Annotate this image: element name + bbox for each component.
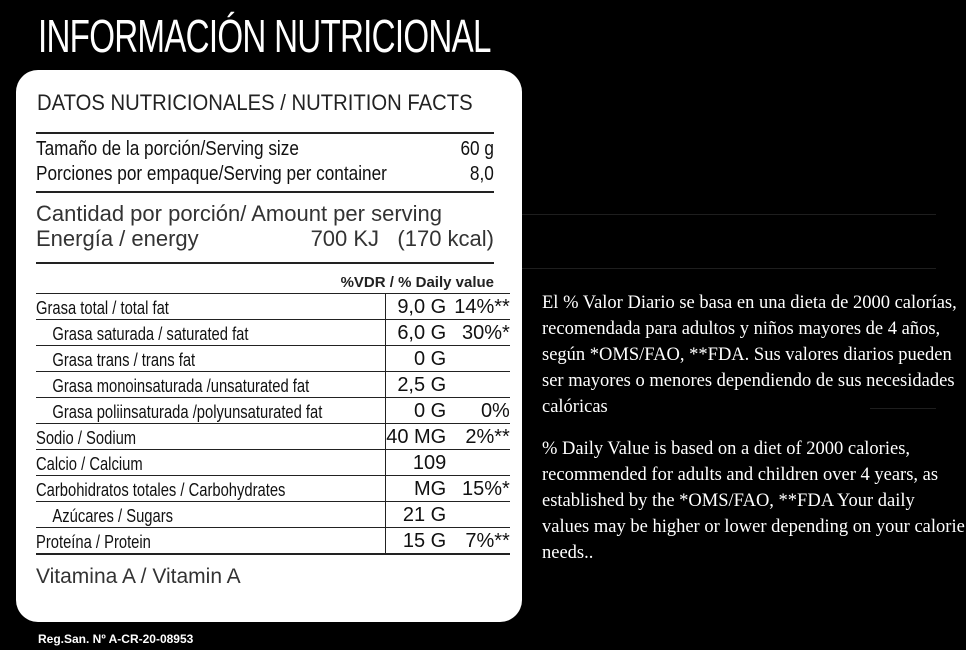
table-row: Sodio / Sodium 40 MG 2%** [36,423,510,450]
nutrient-value: 21 G [385,501,455,528]
nutrient-pct: 14%** [454,293,510,320]
table-row: Grasa monoinsaturada /unsaturated fat 2,… [36,371,510,398]
table-row: Proteína / Protein 15 G 7%** [36,527,510,555]
energy-value: 700 KJ (170 kcal) [310,226,494,251]
serving-size-value: 60 g [460,138,494,160]
nutrient-table: Grasa total / total fat 9,0 G 14%** Gras… [36,293,510,555]
nutrient-name: Grasa saturada / saturated fat [52,324,249,344]
table-row: Grasa saturada / saturated fat 6,0 G 30%… [36,319,510,346]
servings-row: Porciones por empaque/Serving per contai… [36,163,494,189]
divider [36,132,494,134]
nutrient-value: 0 G [385,397,455,424]
servings-value: 8,0 [470,163,494,185]
nutrient-pct [454,449,510,476]
card-heading: DATOS NUTRICIONALES / NUTRITION FACTS [37,90,473,115]
nutrient-value: 109 [385,449,455,476]
nutrient-name: Sodio / Sodium [36,428,137,448]
note-english: % Daily Value is based on a diet of 2000… [542,439,965,563]
energy-row: Energía / energy 700 KJ (170 kcal) [36,226,494,252]
amount-row: Cantidad por porción/ Amount per serving [36,201,494,227]
nutrient-name: Calcio / Calcium [36,454,143,474]
nutrient-value: 6,0 G [385,319,455,346]
energy-label: Energía / energy [36,226,199,251]
nutrient-pct: 0% [454,397,510,424]
divider [36,262,494,264]
nutrient-pct: 2%** [454,423,510,450]
vitamin-label: Vitamina A / Vitamin A [36,565,241,588]
nutrient-pct [454,501,510,528]
nutrient-pct: 7%** [454,527,510,555]
nutrient-name: Grasa total / total fat [36,298,169,318]
registration-number: Reg.San. Nº A-CR-20-08953 [38,632,194,646]
nutrient-value: 40 MG [385,423,455,450]
nutrient-name: Grasa trans / trans fat [52,350,196,370]
dv-header-row: %VDR / % Daily value [36,274,494,292]
nutrient-name: Proteína / Protein [36,532,151,552]
dv-header: %VDR / % Daily value [340,274,494,291]
nutrient-name: Grasa monoinsaturada /unsaturated fat [52,376,310,396]
nutrient-value: 2,5 G [385,371,455,398]
serving-size-row: Tamaño de la porción/Serving size 60 g [36,138,494,164]
nutrient-name: Azúcares / Sugars [52,506,174,526]
serving-size-label: Tamaño de la porción/Serving size [36,138,299,160]
note-spanish: El % Valor Diario se basa en una dieta d… [542,293,957,417]
table-row: Grasa poliinsaturada /polyunsaturated fa… [36,397,510,424]
nutrition-facts-card: DATOS NUTRICIONALES / NUTRITION FACTS Ta… [16,70,522,622]
divider [36,191,494,193]
nutrient-pct: 30%* [454,319,510,346]
amount-label: Cantidad por porción/ Amount per serving [36,201,443,226]
page-title: INFORMACIÓN NUTRICIONAL [38,10,491,62]
nutrient-pct: 15%* [454,475,510,502]
nutrient-value: MG [385,475,455,502]
background-rule [522,268,936,269]
background-rule [522,214,936,215]
table-row: Calcio / Calcium 109 [36,449,510,476]
nutrient-pct [454,345,510,372]
nutrient-name: Carbohidratos totales / Carbohydrates [36,480,286,500]
servings-label: Porciones por empaque/Serving per contai… [36,163,387,185]
nutrient-pct [454,371,510,398]
nutrient-value: 0 G [385,345,455,372]
table-row: Carbohidratos totales / Carbohydrates MG… [36,475,510,502]
background-rule [870,408,936,409]
table-row: Grasa trans / trans fat 0 G [36,345,510,372]
nutrient-value: 9,0 G [385,293,455,320]
nutrient-name: Grasa poliinsaturada /polyunsaturated fa… [52,402,323,422]
table-row: Grasa total / total fat 9,0 G 14%** [36,293,510,320]
nutrient-value: 15 G [385,527,455,555]
table-row: Azúcares / Sugars 21 G [36,501,510,528]
